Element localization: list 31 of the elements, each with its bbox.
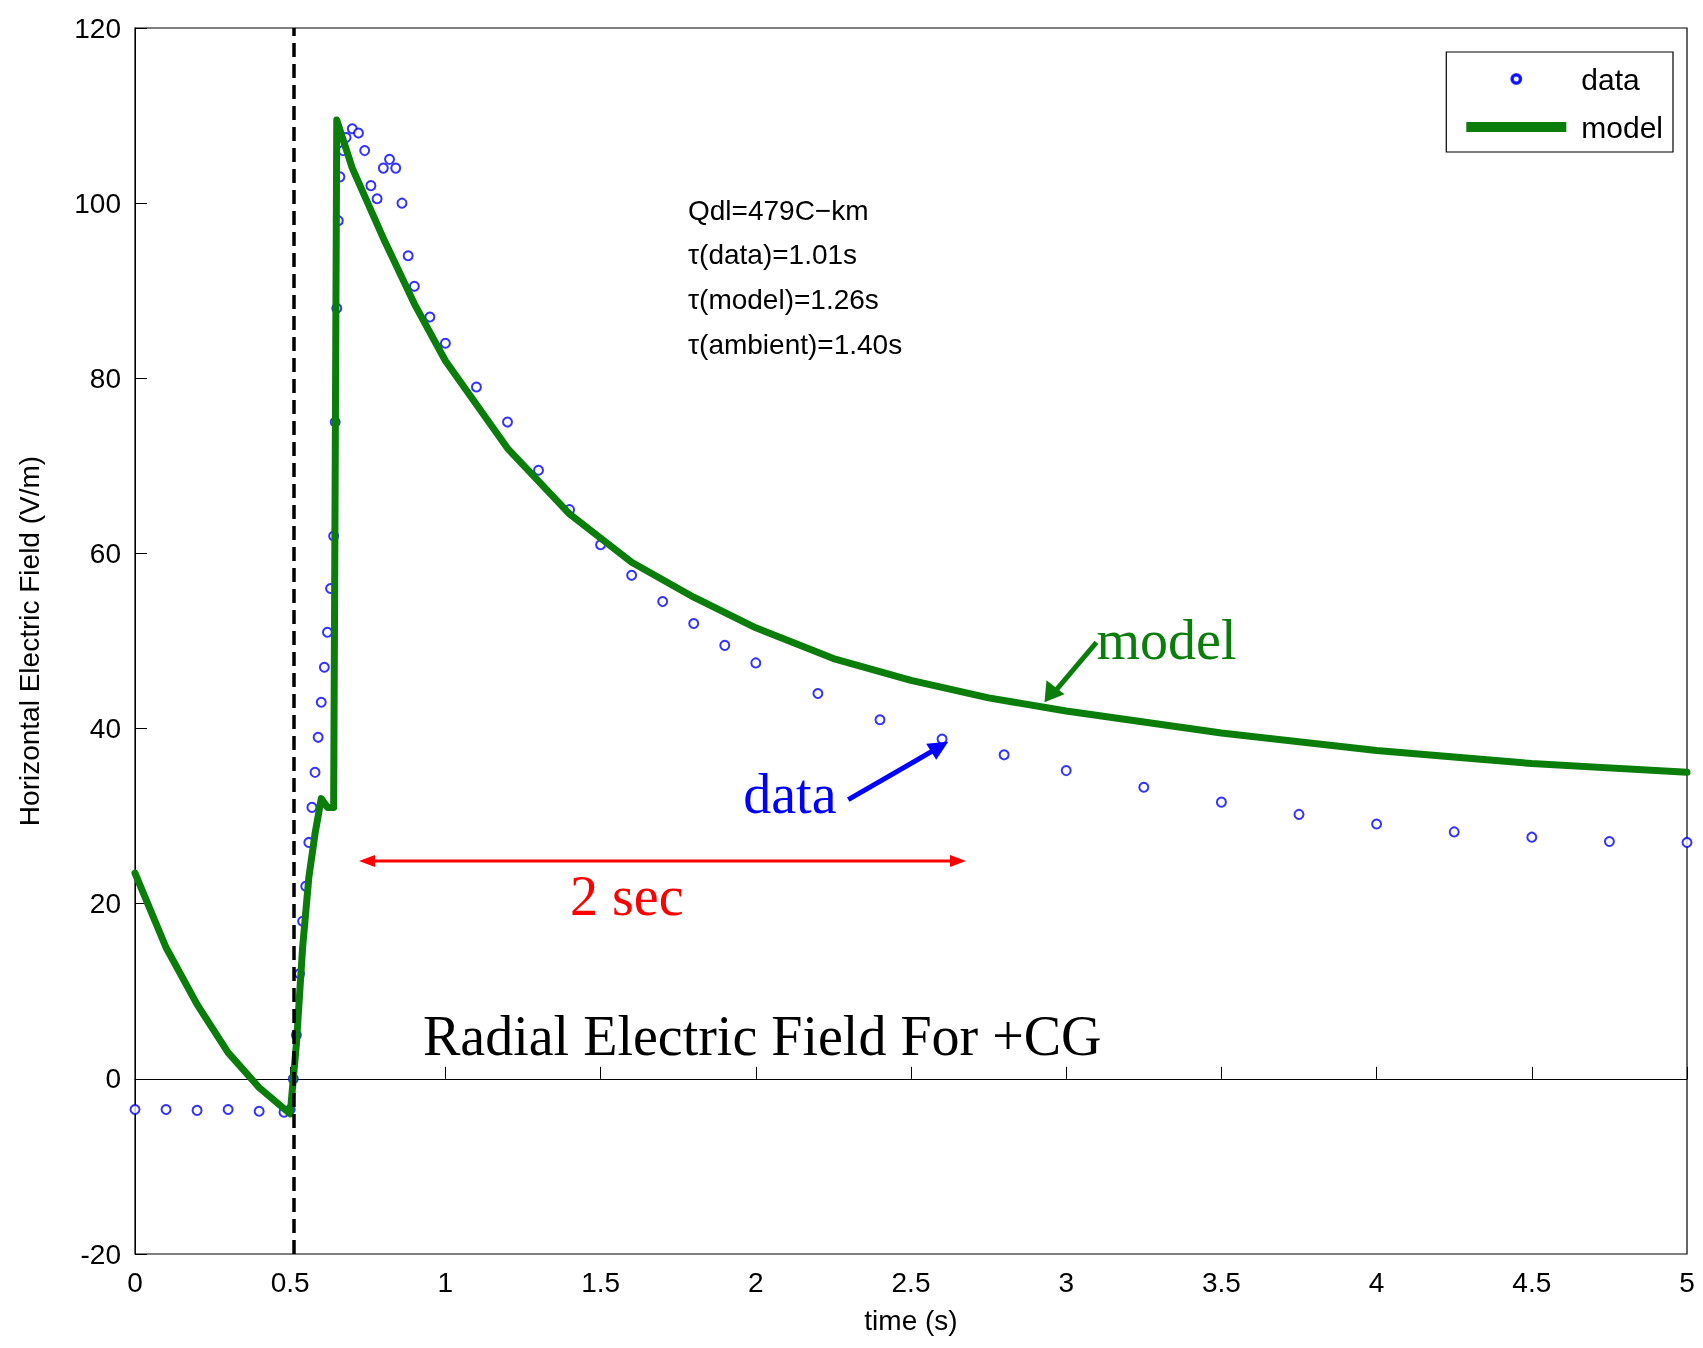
y-tick-label: 60 [89, 537, 121, 569]
x-tick-label: 5 [1679, 1266, 1695, 1298]
legend-label: data [1581, 62, 1640, 96]
annotation: τ(ambient)=1.40s [688, 328, 903, 360]
x-tick-label: 0.5 [270, 1266, 310, 1298]
x-tick-label: 4.5 [1512, 1266, 1552, 1298]
y-tick-label: 20 [89, 888, 121, 920]
y-tick-label: -20 [80, 1238, 121, 1270]
y-tick-label: 80 [89, 362, 121, 394]
x-tick-label: 3 [1058, 1266, 1074, 1298]
annotation: 2 sec [570, 865, 684, 927]
x-tick-label: 3.5 [1201, 1266, 1241, 1298]
annotation: data [743, 762, 837, 825]
x-tick-label: 4 [1368, 1266, 1385, 1298]
x-tick-label: 1.5 [581, 1266, 621, 1298]
y-axis-title: Horizontal Electric Field (V/m) [13, 455, 45, 827]
annotation: Qdl=479C−km [688, 194, 869, 226]
y-tick-label: 120 [74, 12, 121, 44]
y-tick-label: 0 [105, 1063, 121, 1095]
annotation: τ(data)=1.01s [688, 238, 858, 270]
y-tick-label: 40 [89, 713, 121, 745]
x-tick-label: 2 [748, 1266, 764, 1298]
y-tick-label: 100 [74, 187, 121, 219]
x-axis-title: time (s) [864, 1304, 958, 1336]
legend-label: model [1581, 110, 1664, 144]
x-tick-label: 1 [437, 1266, 454, 1298]
annotation: model [1096, 609, 1237, 672]
x-tick-label: 2.5 [891, 1266, 931, 1298]
x-tick-label: 0 [127, 1266, 143, 1298]
annotation: τ(model)=1.26s [688, 283, 879, 315]
annotation: Radial Electric Field For +CG [423, 1005, 1102, 1067]
